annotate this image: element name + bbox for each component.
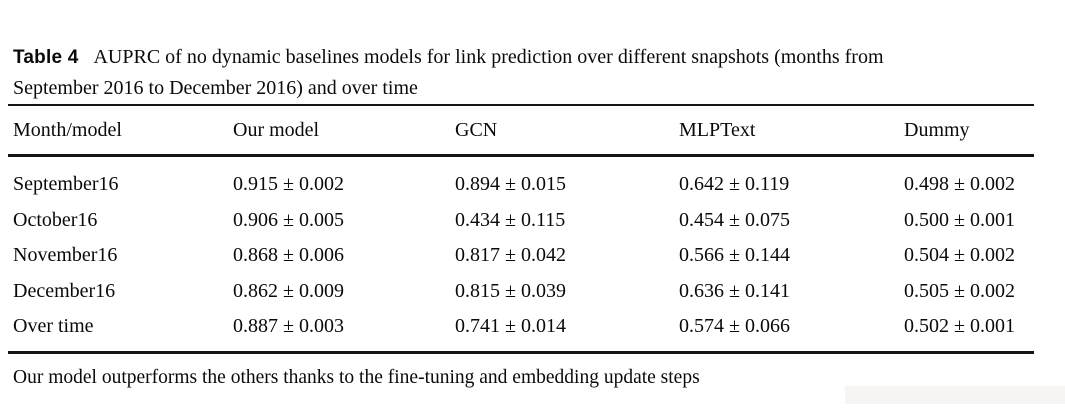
value-cell: 0.887 ± 0.003 bbox=[233, 315, 344, 337]
column-header-gcn: GCN bbox=[455, 118, 498, 141]
value-cell: 0.868 ± 0.006 bbox=[233, 244, 344, 266]
scan-artifact bbox=[845, 386, 1065, 404]
row-label: September16 bbox=[13, 173, 119, 195]
value-cell: 0.434 ± 0.115 bbox=[455, 208, 566, 231]
table-caption-text-line2: September 2016 to December 2016) and ove… bbox=[13, 77, 418, 99]
value-cell: 0.815 ± 0.039 bbox=[455, 279, 566, 302]
value-cell: 0.498 ± 0.002 bbox=[904, 173, 1015, 195]
table-row-september16: September16 0.915 ± 0.002 0.894 ± 0.015 … bbox=[8, 167, 1034, 203]
value-cell: 0.574 ± 0.066 bbox=[679, 315, 790, 337]
row-label: December16 bbox=[13, 279, 116, 302]
row-label: October16 bbox=[13, 208, 98, 231]
column-header-our-model: Our model bbox=[233, 118, 320, 141]
table-header-row: Month/model Our model GCN MLPText Dummy bbox=[8, 106, 1034, 157]
value-cell: 0.566 ± 0.144 bbox=[679, 244, 790, 266]
value-cell: 0.741 ± 0.014 bbox=[455, 315, 566, 337]
table-caption-label: Table 4 bbox=[13, 47, 79, 68]
value-cell: 0.642 ± 0.119 bbox=[679, 173, 790, 195]
column-header-mlptext: MLPText bbox=[679, 118, 756, 141]
value-cell: 0.817 ± 0.042 bbox=[455, 244, 566, 266]
table-caption: Table 4 AUPRC of no dynamic baselines mod… bbox=[13, 42, 1053, 103]
value-cell: 0.454 ± 0.075 bbox=[679, 208, 790, 231]
table-row-december16: December16 0.862 ± 0.009 0.815 ± 0.039 0… bbox=[8, 274, 1034, 310]
table-row-october16: October16 0.906 ± 0.005 0.434 ± 0.115 0.… bbox=[8, 203, 1034, 239]
value-cell: 0.894 ± 0.015 bbox=[455, 173, 566, 195]
value-cell: 0.862 ± 0.009 bbox=[233, 279, 344, 302]
data-table: Month/model Our model GCN MLPText Dummy … bbox=[8, 104, 1034, 354]
column-header-month-model: Month/model bbox=[13, 118, 122, 141]
value-cell: 0.505 ± 0.002 bbox=[904, 279, 1015, 302]
value-cell: 0.906 ± 0.005 bbox=[233, 208, 344, 231]
value-cell: 0.502 ± 0.001 bbox=[904, 315, 1015, 337]
table-row-over-time: Over time 0.887 ± 0.003 0.741 ± 0.014 0.… bbox=[8, 309, 1034, 345]
row-label: November16 bbox=[13, 244, 118, 266]
value-cell: 0.915 ± 0.002 bbox=[233, 173, 344, 195]
table-caption-text-line1: AUPRC of no dynamic baselines models for… bbox=[93, 46, 884, 68]
value-cell: 0.500 ± 0.001 bbox=[904, 208, 1015, 231]
column-header-dummy: Dummy bbox=[904, 118, 970, 141]
row-label: Over time bbox=[13, 315, 94, 337]
value-cell: 0.504 ± 0.002 bbox=[904, 244, 1015, 266]
table-row-november16: November16 0.868 ± 0.006 0.817 ± 0.042 0… bbox=[8, 238, 1034, 274]
table-footnote: Our model outperforms the others thanks … bbox=[13, 367, 700, 388]
value-cell: 0.636 ± 0.141 bbox=[679, 279, 790, 302]
table-body: September16 0.915 ± 0.002 0.894 ± 0.015 … bbox=[8, 157, 1034, 354]
